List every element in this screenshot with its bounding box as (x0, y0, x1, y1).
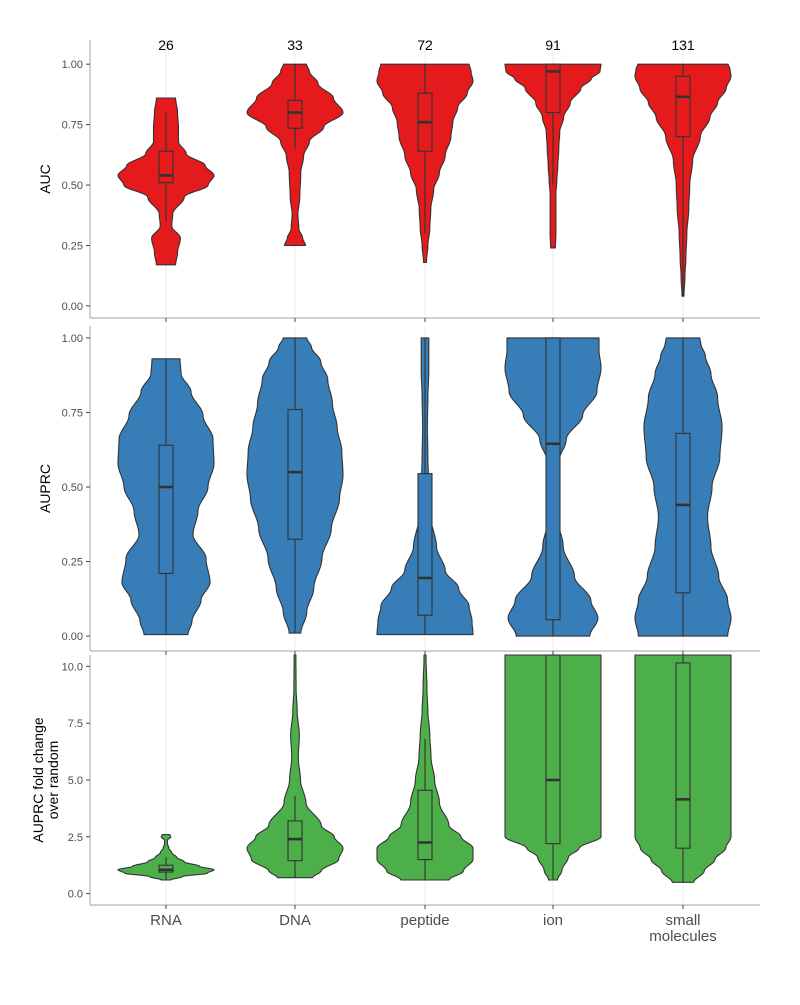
count-label-ion: 91 (545, 37, 561, 53)
x-tick-label-dna: DNA (279, 912, 311, 929)
y-tick-label-auprc-4: 1.00 (62, 333, 83, 345)
y-tick-label-auc-1: 0.25 (62, 240, 83, 252)
box-auprc-ion (545, 337, 561, 621)
y-tick-label-auc-4: 1.00 (62, 59, 83, 71)
y-tick-label-auc-2: 0.50 (62, 180, 83, 192)
x-tick-label-peptide: peptide (400, 912, 449, 929)
count-label-small-molecules: 131 (671, 37, 695, 53)
x-tick-label-ion: ion (543, 912, 563, 929)
y-tick-label-fold-4: 10.0 (62, 661, 83, 673)
count-label-rna: 26 (158, 37, 174, 53)
y-tick-label-fold-1: 2.5 (68, 832, 83, 844)
x-tick-label-small-molecules: small molecules (649, 912, 717, 945)
count-label-dna: 33 (287, 37, 303, 53)
y-tick-label-fold-2: 5.0 (68, 775, 83, 787)
y-tick-label-fold-3: 7.5 (68, 718, 83, 730)
box-auc-dna (287, 99, 303, 129)
box-fold-peptide (417, 789, 433, 861)
y-tick-label-auprc-0: 0.00 (62, 631, 83, 643)
violin-fold-rna (117, 833, 215, 881)
y-tick-label-auprc-2: 0.50 (62, 482, 83, 494)
box-fold-small-molecules (675, 662, 691, 849)
y-axis-label-fold: AUPRC fold changeover random (30, 717, 61, 843)
y-tick-label-fold-0: 0.0 (68, 889, 83, 901)
box-fold-ion (545, 654, 561, 845)
box-auprc-rna (158, 444, 174, 575)
box-auprc-peptide (417, 473, 433, 616)
y-axis-label-auc: AUC (37, 164, 53, 194)
count-label-peptide: 72 (417, 37, 433, 53)
y-tick-label-auprc-3: 0.75 (62, 407, 83, 419)
y-tick-label-auprc-1: 0.25 (62, 557, 83, 569)
y-tick-label-auc-0: 0.00 (62, 301, 83, 313)
box-auprc-small-molecules (675, 432, 691, 594)
box-auprc-dna (287, 408, 303, 540)
box-auc-rna (158, 150, 174, 184)
violin-fold-dna (246, 654, 344, 879)
box-fold-dna (287, 820, 303, 862)
x-tick-label-rna: RNA (150, 912, 182, 929)
y-tick-label-auc-3: 0.75 (62, 120, 83, 132)
violin-auc-dna (246, 63, 344, 247)
box-auc-ion (545, 63, 561, 114)
y-axis-label-auprc: AUPRC (37, 464, 53, 513)
box-auc-small-molecules (675, 75, 691, 138)
